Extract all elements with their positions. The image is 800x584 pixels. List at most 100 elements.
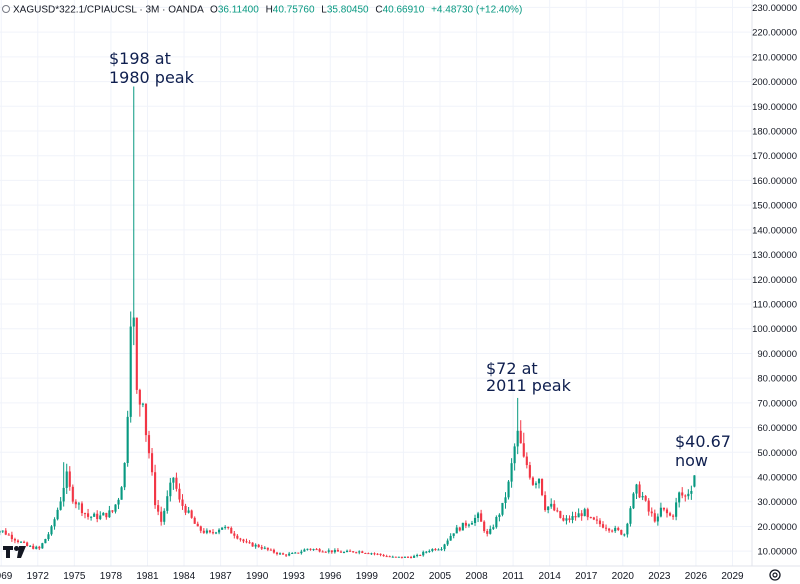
candle [428, 549, 431, 553]
candle [169, 477, 172, 502]
y-tick-label: 90.00000 [757, 349, 797, 360]
candle [266, 547, 269, 552]
candle [242, 538, 245, 544]
candle [4, 528, 7, 536]
candle [406, 556, 410, 558]
y-tick-label: 140.00000 [752, 225, 797, 236]
candle [187, 507, 190, 514]
candle [641, 491, 644, 501]
x-tick-label: 1972 [27, 571, 50, 582]
candle [492, 524, 495, 531]
x-tick-label: 1999 [356, 571, 379, 582]
y-tick-label: 60.00000 [757, 423, 797, 434]
candle [388, 555, 391, 558]
candle [1, 530, 4, 534]
candle [547, 506, 550, 514]
candle [330, 550, 333, 554]
candle [272, 548, 275, 554]
candle [644, 494, 647, 502]
candle [565, 515, 568, 525]
candle [245, 538, 248, 544]
close-value: 40.66910 [383, 5, 425, 16]
candle [202, 528, 205, 534]
candle [44, 538, 47, 544]
candle [349, 549, 352, 552]
candle [111, 510, 114, 514]
candle [105, 512, 108, 520]
candle [693, 475, 696, 488]
candle [309, 548, 312, 551]
x-tick-label: 2014 [539, 571, 562, 582]
candle [214, 531, 218, 535]
candle [519, 420, 522, 444]
y-tick-label: 20.00000 [757, 522, 797, 533]
candle [62, 462, 65, 507]
candle [364, 552, 367, 554]
candle [480, 509, 483, 522]
candle [135, 317, 138, 394]
candle [495, 515, 498, 529]
candle [586, 507, 589, 521]
candle [239, 537, 242, 542]
candle [574, 511, 577, 521]
x-tick-label: 2029 [721, 571, 744, 582]
candle [598, 518, 602, 527]
y-tick-label: 40.00000 [757, 473, 797, 484]
candle [559, 510, 562, 519]
candle [38, 545, 41, 551]
candle [236, 534, 239, 540]
y-tick-label: 110.00000 [753, 300, 797, 311]
candle [251, 542, 254, 547]
time-axis[interactable]: 1969 1972 1975 1978 1981 1984 1987 1990 1993 1996… [0, 571, 744, 582]
tradingview-logo[interactable]: TV [3, 546, 26, 558]
candle [647, 498, 650, 516]
candle [544, 491, 547, 512]
y-tick-label: 190.00000 [752, 102, 797, 113]
x-tick-label: 2005 [429, 571, 452, 582]
candle [409, 555, 413, 559]
candle [193, 516, 196, 524]
candle [254, 543, 257, 549]
candle [568, 515, 571, 523]
y-tick-label: 200.00000 [752, 77, 797, 88]
candle [522, 432, 525, 458]
candle [668, 511, 672, 517]
candle [577, 508, 580, 518]
candle [263, 546, 266, 550]
candle [321, 550, 324, 553]
candle [53, 517, 56, 530]
open-value: 36.11400 [218, 5, 259, 16]
annotation-line2: 1980 peak [109, 68, 195, 87]
candle [114, 504, 117, 514]
candle [13, 537, 16, 544]
symbol-title: XAGUSD*322.1/CPIAUCSL · 3M · OANDA [13, 5, 204, 16]
candle [534, 481, 538, 489]
y-tick-label: 180.00000 [752, 126, 797, 137]
candle [282, 552, 285, 555]
candle [230, 526, 233, 534]
candle [419, 554, 422, 557]
candle [260, 544, 263, 550]
gear-icon[interactable] [769, 569, 781, 581]
candle [653, 509, 656, 523]
candle [687, 489, 690, 500]
candle [205, 528, 208, 535]
annotation-line2: 2011 peak [486, 376, 572, 395]
price-axis[interactable]: 10.00000 20.00000 30.00000 40.00000 50.00000… [752, 3, 797, 558]
candle [10, 531, 13, 542]
candle [150, 448, 154, 476]
candle [678, 491, 681, 508]
x-tick-label: 2017 [575, 571, 598, 582]
candle [672, 514, 675, 520]
x-tick-label: 2023 [648, 571, 671, 582]
candle [221, 527, 224, 530]
candle [126, 410, 129, 467]
candle [425, 550, 428, 554]
svg-text:XAGUSD*322.1/CPIAUCSL · 3M · O: XAGUSD*322.1/CPIAUCSL · 3M · OANDA O36.1… [13, 5, 522, 16]
candle [315, 548, 318, 551]
candle [449, 533, 452, 541]
candle [336, 548, 339, 552]
y-tick-label: 100.00000 [752, 324, 797, 335]
y-tick-label: 50.00000 [757, 448, 797, 459]
